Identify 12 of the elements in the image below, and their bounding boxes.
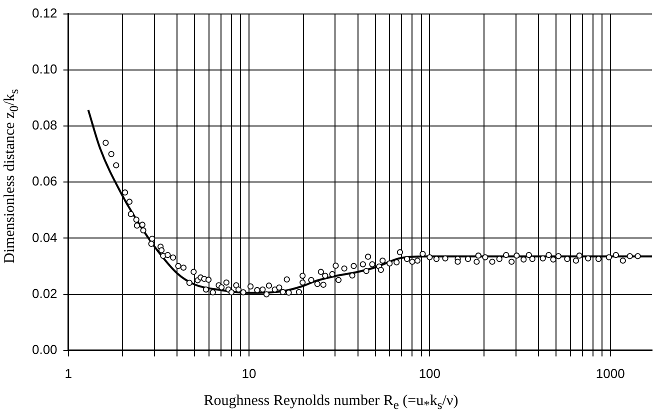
y-tick-label: 0.06	[32, 174, 58, 189]
x-tick-label: 10	[242, 366, 256, 381]
y-tick-label: 0.12	[32, 5, 58, 20]
x-tick-label: 1000	[596, 366, 625, 381]
x-axis-title: Roughness Reynolds number R$_{e}$ (=u$_{*}$k$_{s}$/ν)	[204, 393, 458, 412]
x-tick-label: 100	[418, 366, 441, 381]
y-tick-label: 0.08	[32, 118, 58, 133]
y-tick-label: 0.02	[32, 286, 58, 301]
y-tick-label: 0.00	[32, 342, 58, 357]
y-tick-label: 0.10	[32, 61, 58, 76]
x-tick-label: 1	[64, 366, 72, 381]
y-tick-label: 0.04	[32, 230, 58, 245]
